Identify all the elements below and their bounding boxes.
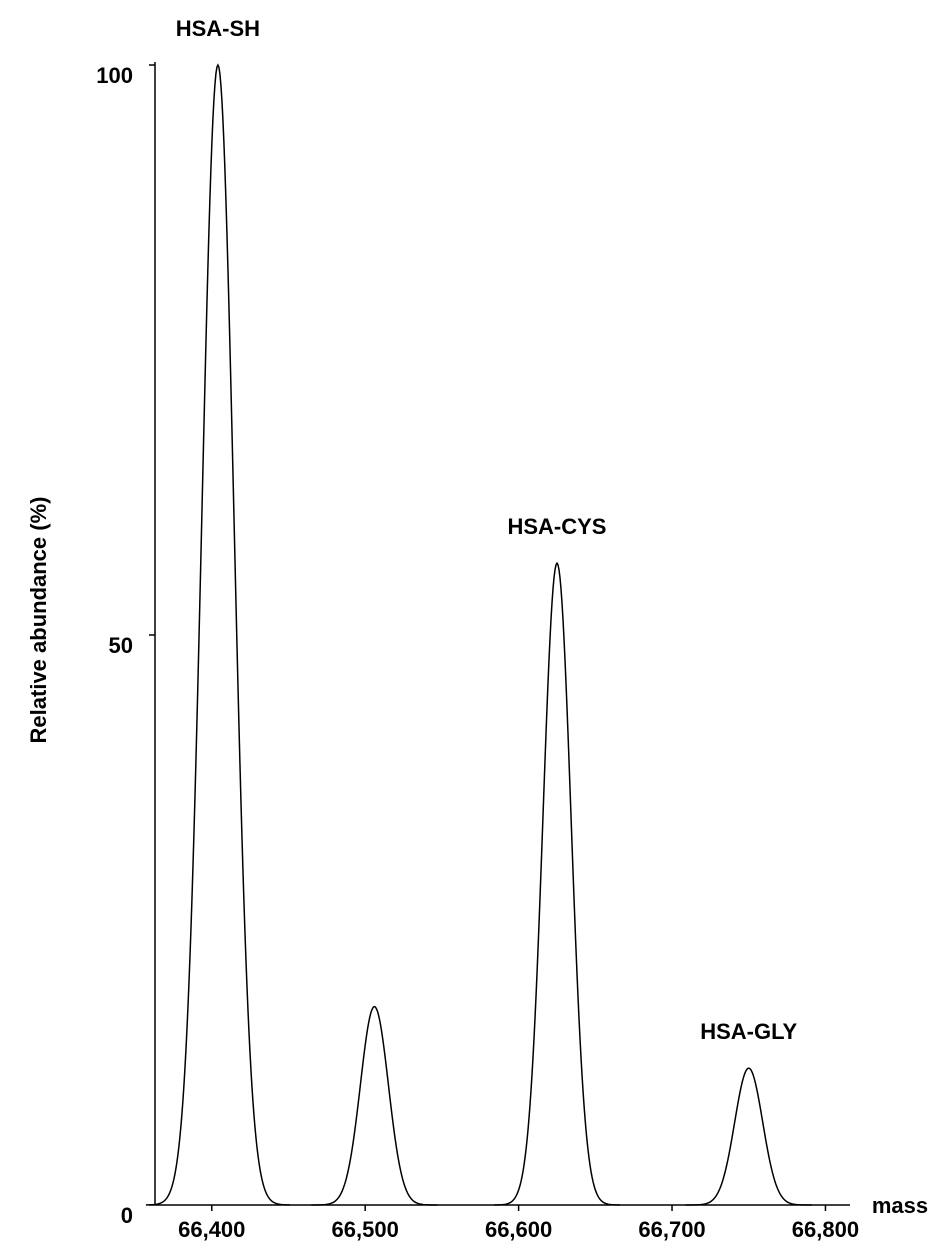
- peak: [311, 1005, 438, 1206]
- x-tick-label: 66,700: [638, 1217, 705, 1242]
- y-axis-label: Relative abundance (%): [26, 497, 51, 744]
- x-tick-label: 66,800: [792, 1217, 859, 1242]
- peak-label: HSA-GLY: [700, 1019, 797, 1044]
- x-tick-label: 66,400: [178, 1217, 245, 1242]
- x-axis-label: mass: [872, 1193, 928, 1218]
- peak: [145, 63, 290, 1206]
- peak-label: HSA-SH: [176, 16, 260, 41]
- y-tick-label: 0: [121, 1203, 133, 1228]
- peak-label: HSA-CYS: [507, 514, 606, 539]
- x-tick-label: 66,600: [485, 1217, 552, 1242]
- peak: [685, 1067, 812, 1206]
- y-tick-label: 50: [109, 633, 133, 658]
- y-tick-label: 100: [96, 63, 133, 88]
- peak: [494, 561, 620, 1206]
- x-tick-label: 66,500: [332, 1217, 399, 1242]
